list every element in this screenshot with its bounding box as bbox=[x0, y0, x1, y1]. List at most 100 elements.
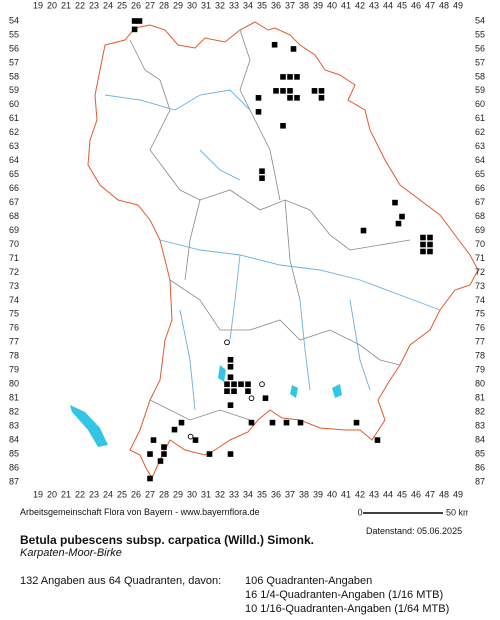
y-label-left: 70 bbox=[9, 239, 19, 249]
x-label-top: 46 bbox=[411, 0, 421, 10]
y-label-left: 60 bbox=[9, 99, 19, 109]
occurrence bbox=[255, 95, 262, 101]
occurrence bbox=[259, 175, 265, 181]
x-label-top: 29 bbox=[173, 0, 183, 10]
occurrence-uncertain bbox=[259, 381, 265, 388]
x-label-bottom: 41 bbox=[341, 489, 351, 499]
y-label-left: 77 bbox=[9, 337, 19, 347]
occurrence bbox=[206, 451, 213, 457]
y-label-right: 83 bbox=[475, 420, 485, 430]
y-label-right: 60 bbox=[475, 99, 485, 109]
y-label-right: 59 bbox=[475, 85, 485, 95]
occurrence bbox=[311, 88, 318, 94]
x-label-bottom: 27 bbox=[145, 489, 155, 499]
occurrence bbox=[318, 95, 325, 101]
y-label-right: 71 bbox=[475, 253, 485, 263]
occurrence bbox=[420, 241, 426, 248]
x-label-top: 48 bbox=[439, 0, 449, 10]
y-label-right: 78 bbox=[475, 351, 485, 361]
occurrence bbox=[147, 475, 153, 482]
y-label-right: 85 bbox=[475, 448, 485, 458]
y-label-right: 84 bbox=[475, 434, 485, 444]
occurrence bbox=[420, 234, 426, 241]
detail: 106 Quadranten-Angaben bbox=[245, 575, 373, 587]
x-label-top: 20 bbox=[47, 0, 57, 10]
x-label-bottom: 23 bbox=[89, 489, 99, 499]
x-label-bottom: 38 bbox=[299, 489, 309, 499]
x-label-top: 23 bbox=[89, 0, 99, 10]
y-label-left: 61 bbox=[9, 113, 19, 123]
occurrence bbox=[392, 199, 398, 206]
x-label-top: 44 bbox=[383, 0, 393, 10]
y-label-right: 76 bbox=[475, 323, 485, 333]
y-label-right: 86 bbox=[475, 462, 485, 472]
x-label-bottom: 49 bbox=[453, 489, 463, 499]
x-label-bottom: 25 bbox=[117, 489, 127, 499]
x-label-bottom: 33 bbox=[229, 489, 239, 499]
x-label-bottom: 45 bbox=[397, 489, 407, 499]
occurrence bbox=[360, 227, 367, 234]
state-border bbox=[87, 21, 479, 480]
y-label-left: 65 bbox=[9, 169, 19, 179]
y-label-right: 56 bbox=[475, 43, 485, 53]
x-label-bottom: 48 bbox=[439, 489, 449, 499]
occurrence bbox=[290, 46, 297, 52]
y-label-left: 78 bbox=[9, 351, 19, 361]
x-label-top: 27 bbox=[145, 0, 155, 10]
occurrence bbox=[269, 419, 276, 426]
x-label-top: 39 bbox=[313, 0, 323, 10]
y-label-left: 64 bbox=[9, 155, 19, 165]
y-label-right: 58 bbox=[475, 71, 485, 81]
occurrence bbox=[157, 458, 164, 464]
occurrence bbox=[420, 248, 426, 255]
x-label-top: 25 bbox=[117, 0, 127, 10]
y-label-right: 77 bbox=[475, 337, 485, 347]
x-label-top: 24 bbox=[103, 0, 113, 10]
y-label-left: 62 bbox=[9, 127, 19, 137]
x-label-top: 35 bbox=[257, 0, 267, 10]
y-label-left: 56 bbox=[9, 43, 19, 53]
x-label-bottom: 31 bbox=[201, 489, 211, 499]
y-label-left: 83 bbox=[9, 420, 19, 430]
y-label-left: 67 bbox=[9, 197, 19, 207]
y-label-right: 61 bbox=[475, 113, 485, 123]
x-label-top: 22 bbox=[75, 0, 85, 10]
scale-end: 50 km bbox=[446, 507, 468, 517]
detail: 10 1/16-Quadranten-Angaben (1/64 MTB) bbox=[245, 603, 450, 615]
x-label-top: 30 bbox=[187, 0, 197, 10]
y-label-left: 63 bbox=[9, 141, 19, 151]
x-label-bottom: 32 bbox=[215, 489, 225, 499]
occurrence bbox=[271, 41, 278, 48]
x-label-top: 38 bbox=[299, 0, 309, 10]
occurrence bbox=[227, 374, 234, 381]
occurrence bbox=[287, 74, 293, 80]
x-label-top: 26 bbox=[131, 0, 141, 10]
y-label-left: 80 bbox=[9, 379, 19, 389]
occurrence bbox=[248, 419, 255, 426]
occurrence bbox=[161, 444, 167, 450]
y-label-left: 59 bbox=[9, 85, 19, 95]
occurrence bbox=[161, 451, 167, 457]
occurrence-uncertain bbox=[224, 339, 230, 346]
occurrence bbox=[399, 213, 405, 220]
y-label-left: 55 bbox=[9, 29, 19, 39]
x-label-top: 41 bbox=[341, 0, 351, 10]
x-label-bottom: 43 bbox=[369, 489, 379, 499]
x-label-top: 36 bbox=[271, 0, 281, 10]
occurrence bbox=[224, 381, 230, 388]
x-label-top: 47 bbox=[425, 0, 435, 10]
y-label-right: 57 bbox=[475, 57, 485, 67]
scale-bar: 0 50 km bbox=[358, 507, 468, 517]
y-label-right: 63 bbox=[475, 141, 485, 151]
occurrence-uncertain bbox=[248, 395, 255, 402]
y-label-right: 65 bbox=[475, 169, 485, 179]
x-label-bottom: 29 bbox=[173, 489, 183, 499]
occurrence bbox=[255, 109, 262, 115]
y-label-left: 58 bbox=[9, 71, 19, 81]
occurrence bbox=[147, 451, 153, 457]
occurrence-uncertain bbox=[187, 433, 194, 440]
occurrence bbox=[427, 241, 433, 248]
x-label-top: 19 bbox=[33, 0, 43, 10]
y-label-left: 71 bbox=[9, 253, 19, 263]
